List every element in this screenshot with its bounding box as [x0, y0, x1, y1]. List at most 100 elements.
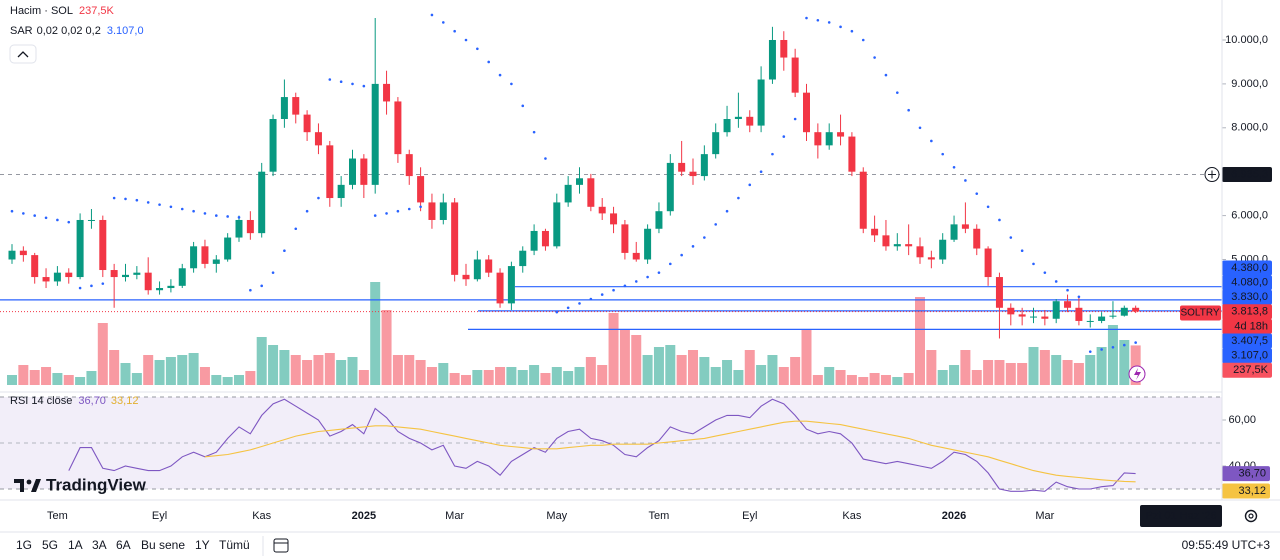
rsi-legend: RSI 14 close 36,70 33,12 [10, 395, 138, 407]
candle-body [553, 202, 561, 247]
calendar[interactable] [273, 538, 289, 553]
candle-body [689, 171, 697, 177]
collapse-box[interactable] [9, 44, 37, 64]
volume-bar [1085, 355, 1096, 385]
candle-body [859, 171, 867, 229]
collapse-button[interactable] [9, 44, 37, 64]
sar-dot [78, 286, 82, 290]
candle-body [655, 211, 663, 229]
candle-body [428, 202, 436, 220]
axis-tag: 3.830,0 [1231, 291, 1268, 303]
range-button[interactable]: 3A [92, 538, 107, 552]
rsi-tag-bg [1222, 483, 1270, 499]
volume-bar [290, 355, 301, 385]
y-tick-label: 60,00 [1228, 414, 1256, 426]
volume-bar [1017, 363, 1028, 385]
volume-bar [131, 373, 142, 385]
rsi-ma-last: 33,12 [111, 395, 139, 407]
candle-body [621, 224, 629, 253]
volume-bar [756, 365, 767, 385]
candle-body [156, 288, 164, 291]
candle-body [167, 285, 175, 289]
clock: 09:55:49 UTC+3 [1182, 538, 1271, 552]
calendar-icon[interactable] [262, 536, 289, 556]
sar-dot [544, 157, 547, 160]
volume-bar [574, 367, 585, 385]
candle-body [916, 246, 924, 258]
sar-dot [952, 166, 956, 169]
volume-bar [392, 355, 403, 385]
axis-tag-bg [1222, 260, 1272, 276]
candle-body [246, 219, 254, 234]
sar-dot [328, 78, 332, 81]
candle-body [1007, 307, 1015, 315]
sar-dot [464, 38, 468, 42]
front-layer: Tem Eyl Kas 2025 Mar May Tem Eyl Kas 2026 Mar 10.00… [10, 13, 1272, 552]
sar-dot [521, 104, 525, 108]
settings-icon[interactable] [1244, 509, 1258, 523]
volume-bar [268, 345, 279, 385]
sar-dot [623, 284, 627, 288]
x-tick-label: Mar [445, 510, 464, 522]
range-button[interactable]: 1G [16, 538, 32, 552]
sar-dot [249, 288, 252, 292]
volume-bar [302, 360, 313, 385]
volume-bar [461, 375, 471, 385]
sar-dot [56, 218, 59, 222]
sar-dot [294, 227, 298, 231]
volume-bar [812, 375, 823, 385]
sar-dot [918, 126, 922, 130]
candle-body [666, 162, 674, 212]
range-button[interactable]: 1A [68, 538, 83, 552]
sar-dot [135, 198, 139, 202]
volume-title: Hacim · SOL [10, 5, 73, 17]
logo-glyph [31, 479, 41, 492]
volume-bar [234, 375, 244, 385]
volume-bar [960, 350, 971, 385]
candle-body [803, 92, 810, 133]
candle-body [110, 270, 118, 278]
candle-body [451, 202, 459, 275]
sar-dot [941, 152, 944, 156]
candle-body [610, 213, 618, 225]
range-button[interactable]: 5G [42, 538, 58, 552]
range-button[interactable]: Tümü [219, 538, 250, 552]
add-glyph [1208, 170, 1216, 179]
candle-body [1086, 320, 1094, 322]
volume-bar [585, 357, 596, 385]
range-button[interactable]: Bu sene [141, 538, 185, 552]
range-button[interactable]: 1Y [195, 538, 210, 552]
candle-body [280, 97, 288, 120]
sar-legend: SAR 0,02 0,02 0,2 3.107,0 [10, 25, 144, 37]
volume-bar [52, 373, 63, 385]
candle-body [905, 244, 913, 247]
volume-bar [1005, 363, 1016, 385]
rsi-tag: 36,70 [1238, 468, 1266, 480]
volume-bar [1062, 360, 1073, 385]
sar-dot [283, 249, 286, 253]
candle-body [258, 171, 266, 234]
volume-bar [75, 377, 86, 385]
volume-bar [551, 367, 562, 385]
volume-bar [801, 330, 812, 385]
range-button[interactable]: 6A [116, 538, 131, 552]
volume-bar [483, 370, 494, 385]
rsi-title: RSI 14 close [10, 395, 72, 407]
candle-body [791, 57, 799, 93]
sar-dot [566, 306, 570, 310]
x-tick-label: Tem [47, 510, 68, 522]
candle-body [485, 259, 493, 273]
sar-dot [737, 196, 740, 200]
gear[interactable] [1244, 509, 1258, 523]
symbol-tag: SOLTRY [1180, 308, 1219, 319]
sar-dot [305, 209, 309, 213]
candle-body [178, 268, 186, 286]
sar-dot [827, 21, 831, 24]
sar-dot [861, 38, 865, 42]
axis-tag: 3.407,5 [1231, 335, 1268, 347]
axis-tag-bg [1222, 362, 1272, 378]
back-layer [0, 174, 1222, 490]
volume-bar [347, 357, 358, 385]
volume-bar [1096, 347, 1107, 385]
sar-dot [1020, 249, 1024, 253]
